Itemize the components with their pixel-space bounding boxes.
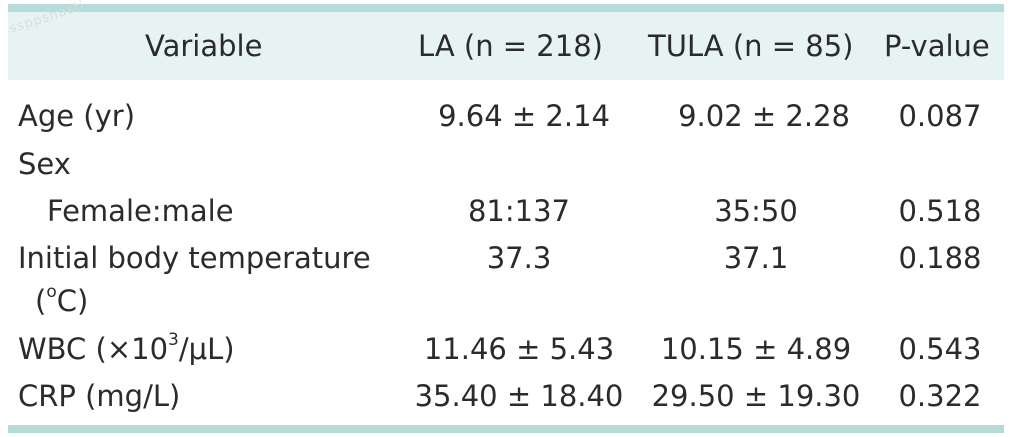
header-pvalue: P-value (884, 29, 990, 63)
row-age-la: 9.64 ± 2.14 (438, 99, 610, 133)
header-tula: TULA (n = 85) (648, 29, 854, 63)
table-bottom-rule (8, 425, 1004, 433)
table-header-band (8, 12, 1004, 80)
row-female-male-tula: 35:50 (714, 194, 798, 228)
row-temp-p: 0.188 (898, 241, 982, 275)
row-crp-tula: 29.50 ± 19.30 (651, 379, 861, 413)
row-crp-p: 0.322 (898, 379, 982, 413)
row-wbc-tula: 10.15 ± 4.89 (660, 332, 852, 366)
row-crp-la: 35.40 ± 18.40 (414, 379, 624, 413)
row-sex-variable: Sex (18, 147, 71, 181)
row-wbc-p: 0.543 (898, 332, 982, 366)
row-crp-variable: CRP (mg/L) (18, 379, 181, 413)
row-wbc-variable: WBC (×103/μL) (18, 330, 235, 367)
row-female-male-la: 81:137 (467, 194, 571, 228)
row-age-tula: 9.02 ± 2.28 (678, 99, 850, 133)
row-wbc-la: 11.46 ± 5.43 (423, 332, 615, 366)
row-female-male-variable: Female:male (47, 194, 234, 228)
row-temp-la: 37.3 (486, 241, 552, 275)
row-temp-unit: (oC) (35, 282, 89, 319)
header-la: LA (n = 218) (418, 29, 603, 63)
row-age-p: 0.087 (898, 99, 982, 133)
row-temp-tula: 37.1 (723, 241, 789, 275)
row-age-variable: Age (yr) (18, 99, 136, 133)
table-top-rule (8, 4, 1004, 12)
header-variable: Variable (145, 29, 263, 63)
row-temp-variable: Initial body temperature (18, 241, 371, 275)
row-female-male-p: 0.518 (898, 194, 982, 228)
